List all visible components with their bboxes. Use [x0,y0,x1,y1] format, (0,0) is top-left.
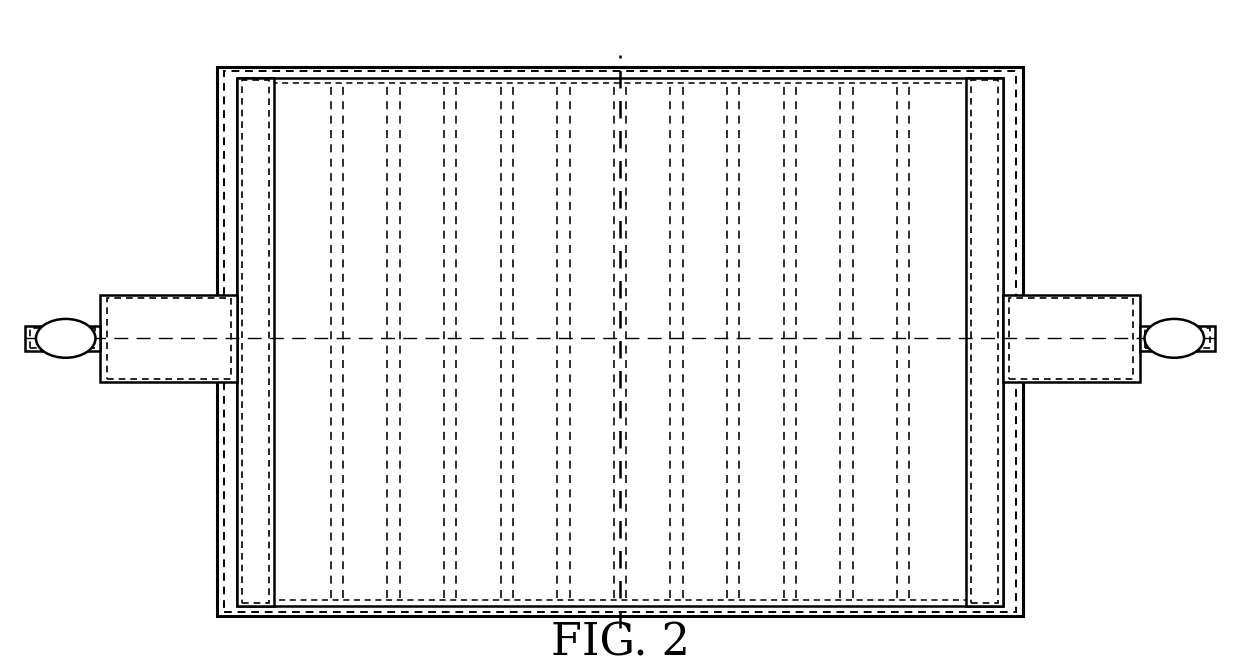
Text: FIG. 2: FIG. 2 [551,622,689,665]
Bar [1009,298,1133,379]
Bar [971,80,998,603]
Ellipse shape [36,319,95,358]
Bar [1145,328,1210,348]
Bar [242,80,269,603]
Bar [237,78,1003,606]
Bar [1003,295,1140,382]
Bar [247,83,993,600]
Bar [966,78,1003,606]
Bar [25,326,100,351]
Bar [1140,326,1215,351]
Bar [224,71,1016,612]
Bar [107,298,231,379]
Ellipse shape [1145,319,1204,358]
Bar [217,67,1023,616]
Bar [100,295,237,382]
Bar [237,78,274,606]
Bar [30,328,95,348]
